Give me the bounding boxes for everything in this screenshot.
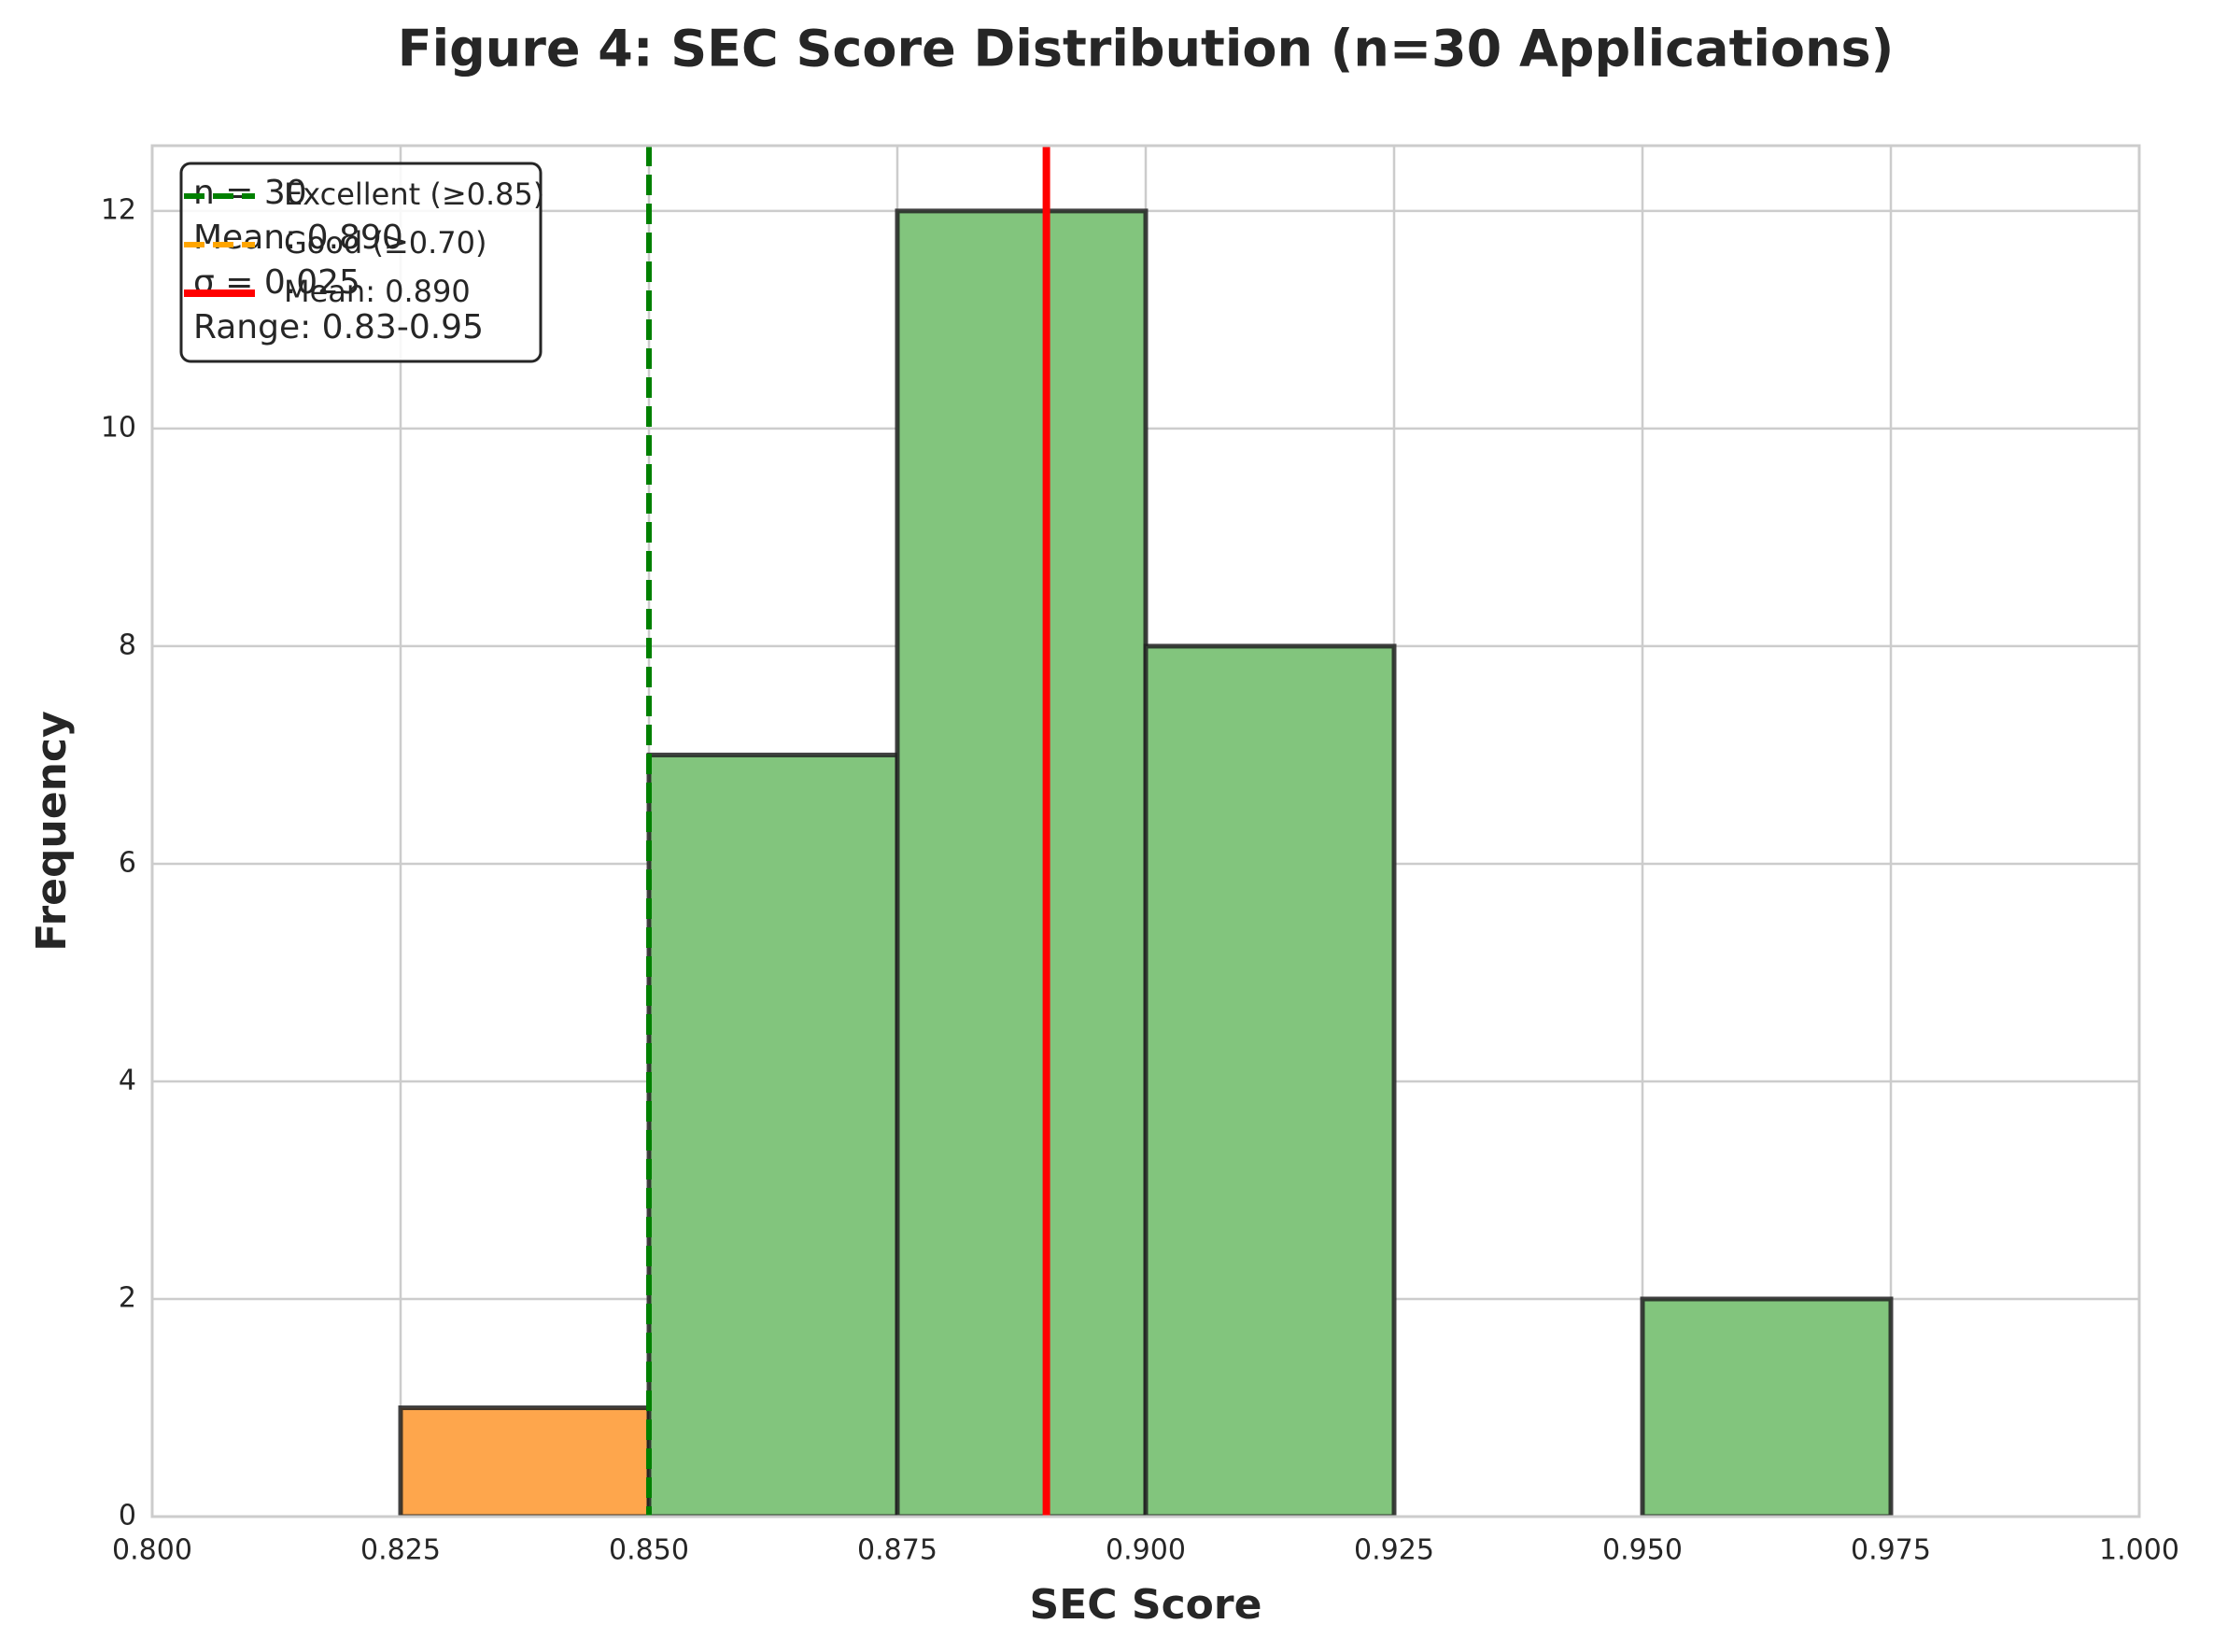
y-tick-label: 10: [101, 411, 136, 444]
x-axis-label: SEC Score: [1030, 1581, 1262, 1629]
chart-title: Figure 4: SEC Score Distribution (n=30 A…: [398, 20, 1895, 78]
y-tick-label: 2: [119, 1281, 136, 1314]
stats-text: Mean: 0.890: [193, 219, 403, 257]
y-axis-label: Frequency: [28, 711, 76, 952]
x-tick-label: 0.925: [1354, 1534, 1434, 1567]
stats-text: Range: 0.83-0.95: [193, 308, 484, 346]
x-tick-label: 0.975: [1851, 1534, 1931, 1567]
histogram-bar: [1143, 643, 1397, 1517]
y-tick-label: 12: [101, 193, 136, 226]
x-tick-label: 0.800: [112, 1534, 192, 1567]
x-tick-label: 0.950: [1602, 1534, 1683, 1567]
stats-box: [179, 162, 543, 363]
legend-label: Mean: 0.890: [284, 274, 471, 309]
legend-label: Good (≥0.70): [284, 225, 486, 261]
stats-text: n = 30: [193, 174, 307, 212]
x-tick-label: 1.000: [2099, 1534, 2179, 1567]
histogram-bar: [646, 752, 900, 1517]
x-tick-label: 0.875: [857, 1534, 937, 1567]
y-tick-label: 0: [119, 1500, 136, 1532]
histogram-bar: [895, 208, 1149, 1517]
plot-area: [398, 146, 1894, 1517]
histogram-bar: [1640, 1296, 1894, 1517]
x-tick-label: 0.825: [360, 1534, 441, 1567]
x-tick-label: 0.900: [1106, 1534, 1186, 1567]
plot-frame: [150, 144, 2141, 1518]
y-tick-label: 6: [119, 846, 136, 879]
y-tick-label: 4: [119, 1064, 136, 1096]
histogram-bar: [398, 1405, 652, 1517]
legend-label: Excellent (≥0.85): [284, 176, 544, 212]
x-tick-label: 0.850: [609, 1534, 689, 1567]
y-tick-label: 8: [119, 628, 136, 661]
